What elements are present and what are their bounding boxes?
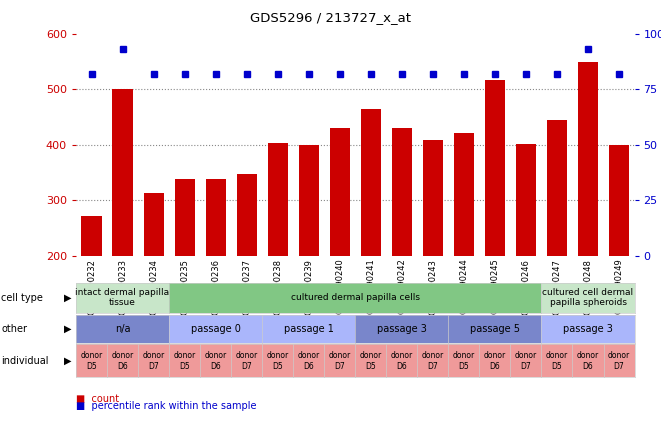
Text: donor
D6: donor D6 [484,351,506,371]
Text: passage 1: passage 1 [284,324,334,334]
Text: ■  count: ■ count [76,393,119,404]
Text: GDS5296 / 213727_x_at: GDS5296 / 213727_x_at [250,11,411,24]
Text: donor
D7: donor D7 [608,351,630,371]
Text: donor
D5: donor D5 [266,351,289,371]
Bar [143,192,164,256]
Text: passage 5: passage 5 [470,324,520,334]
Bar [330,128,350,256]
Bar [609,145,629,256]
Bar [299,145,319,256]
Text: intact dermal papilla
tissue: intact dermal papilla tissue [75,288,170,308]
Bar [112,89,133,256]
Text: donor
D7: donor D7 [329,351,351,371]
Bar [175,179,195,256]
Text: donor
D6: donor D6 [204,351,227,371]
Text: individual: individual [1,356,49,366]
Bar [268,143,288,256]
Bar [392,128,412,256]
Bar [454,133,474,256]
Text: other: other [1,324,27,334]
Bar [516,144,536,256]
Text: n/a: n/a [115,324,130,334]
Text: ▶: ▶ [64,356,72,366]
Text: donor
D5: donor D5 [81,351,102,371]
Text: cell type: cell type [1,293,43,303]
Bar [547,121,567,256]
Text: donor
D5: donor D5 [546,351,568,371]
Text: ▶: ▶ [64,324,72,334]
Text: donor
D7: donor D7 [235,351,258,371]
Text: donor
D6: donor D6 [112,351,134,371]
Text: ■  percentile rank within the sample: ■ percentile rank within the sample [76,401,256,411]
Text: donor
D6: donor D6 [297,351,320,371]
Text: donor
D7: donor D7 [422,351,444,371]
Text: cultured cell dermal
papilla spheroids: cultured cell dermal papilla spheroids [543,288,634,308]
Text: donor
D6: donor D6 [391,351,413,371]
Text: passage 0: passage 0 [191,324,241,334]
Bar [485,80,505,256]
Bar [361,109,381,256]
Text: donor
D6: donor D6 [577,351,599,371]
Bar [81,216,102,256]
Text: cultured dermal papilla cells: cultured dermal papilla cells [291,293,420,302]
Bar [237,174,256,256]
Text: passage 3: passage 3 [563,324,613,334]
Text: donor
D5: donor D5 [360,351,382,371]
Bar [578,62,598,256]
Text: passage 3: passage 3 [377,324,427,334]
Text: donor
D5: donor D5 [453,351,475,371]
Text: ▶: ▶ [64,293,72,303]
Text: donor
D5: donor D5 [173,351,196,371]
Text: donor
D7: donor D7 [515,351,537,371]
Bar [206,179,226,256]
Bar [423,140,443,256]
Text: donor
D7: donor D7 [143,351,165,371]
